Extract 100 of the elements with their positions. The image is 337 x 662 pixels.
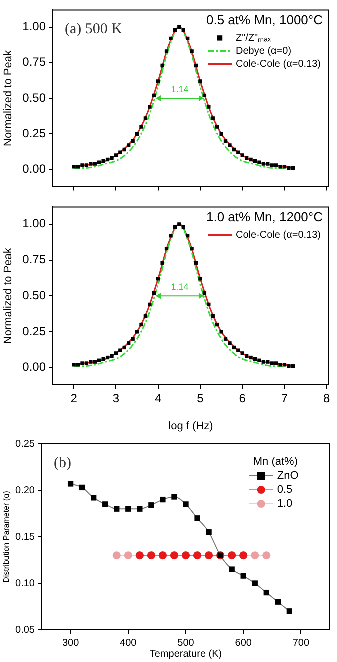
point <box>140 125 144 129</box>
point <box>232 346 236 350</box>
y-tick-label: 1.00 <box>22 216 46 231</box>
x-tick-label: 600 <box>235 638 252 649</box>
point <box>148 502 154 508</box>
legend-label: 1.0 <box>277 498 293 510</box>
legend-title: Mn (at%) <box>253 456 298 468</box>
point <box>122 346 126 350</box>
point <box>110 156 114 160</box>
point <box>169 36 173 41</box>
point <box>253 357 258 362</box>
point <box>144 116 148 120</box>
y-tick-label: 0.00 <box>22 162 46 176</box>
point <box>102 502 108 508</box>
point <box>216 125 220 129</box>
point <box>80 362 84 366</box>
point <box>220 132 224 136</box>
x-tick-label: 6 <box>239 392 246 406</box>
point <box>152 94 156 98</box>
x-tick-label: 8 <box>324 392 331 406</box>
point <box>275 599 281 605</box>
point <box>262 162 266 166</box>
x-tick-label: 700 <box>292 638 310 649</box>
chart-title: 1.0 at% Mn, 1200°C <box>206 209 323 224</box>
point <box>148 105 152 109</box>
point <box>287 364 291 368</box>
point <box>93 360 97 364</box>
y-axis-title: Normalized to Peak <box>2 248 15 344</box>
point <box>156 277 160 281</box>
point <box>216 322 220 327</box>
point <box>229 566 235 572</box>
y-tick-label: 0.25 <box>22 126 46 140</box>
point <box>282 363 287 367</box>
point <box>127 144 131 148</box>
point <box>91 495 97 501</box>
y-tick-label: 1.00 <box>22 20 46 34</box>
point <box>114 506 120 512</box>
point <box>194 261 198 265</box>
point <box>131 337 135 341</box>
point <box>278 363 282 367</box>
y-axis-title: Distribution Parameter (α) <box>2 490 12 583</box>
point <box>211 116 215 120</box>
point <box>178 25 182 30</box>
point <box>274 164 278 168</box>
y-tick-label: 0.15 <box>16 532 36 543</box>
annotation: (b) <box>54 455 72 472</box>
point <box>240 573 246 579</box>
point <box>89 360 93 364</box>
point <box>182 28 186 32</box>
point <box>186 36 190 41</box>
point <box>190 246 194 251</box>
point <box>135 132 140 136</box>
point <box>232 148 236 152</box>
point <box>249 356 253 360</box>
point <box>160 64 164 68</box>
point <box>79 484 86 491</box>
point <box>164 246 169 251</box>
point <box>198 277 202 281</box>
point <box>172 494 178 500</box>
point <box>202 94 207 98</box>
point <box>291 364 296 368</box>
point <box>98 358 102 362</box>
legend-label: Cole-Cole (α=0.13) <box>236 230 322 241</box>
point <box>98 160 102 164</box>
legend-label: Z"/Z"ₘₐₓ <box>236 32 272 44</box>
point <box>202 291 207 296</box>
point <box>228 144 232 148</box>
y-tick-label: 0.25 <box>22 324 46 338</box>
point <box>286 608 293 614</box>
point <box>148 302 152 307</box>
point <box>131 139 135 144</box>
point <box>110 354 114 358</box>
y-tick-label: 0.10 <box>16 578 36 590</box>
point <box>264 590 270 596</box>
point <box>224 139 228 144</box>
y-tick-label: 0.05 <box>16 624 36 636</box>
x-tick-label: 2 <box>70 392 78 406</box>
point <box>194 64 198 68</box>
y-tick-label: 0.20 <box>16 485 36 496</box>
x-tick-label: 5 <box>197 392 204 406</box>
point <box>89 162 93 166</box>
point <box>249 158 253 162</box>
point <box>183 502 189 508</box>
point <box>266 360 270 364</box>
point <box>135 330 140 334</box>
y-tick-label: 0.75 <box>22 252 46 267</box>
point <box>118 348 122 352</box>
point <box>236 348 240 352</box>
point <box>182 225 186 230</box>
point <box>240 352 244 356</box>
y-tick-label: 0.50 <box>22 90 46 105</box>
point <box>106 158 110 162</box>
point <box>68 481 74 487</box>
x-tick-label: 4 <box>155 392 162 406</box>
point <box>244 354 249 358</box>
point <box>126 506 132 512</box>
point <box>270 362 274 366</box>
x-tick-label: 7 <box>281 392 288 406</box>
point <box>140 322 144 327</box>
point <box>266 162 270 166</box>
